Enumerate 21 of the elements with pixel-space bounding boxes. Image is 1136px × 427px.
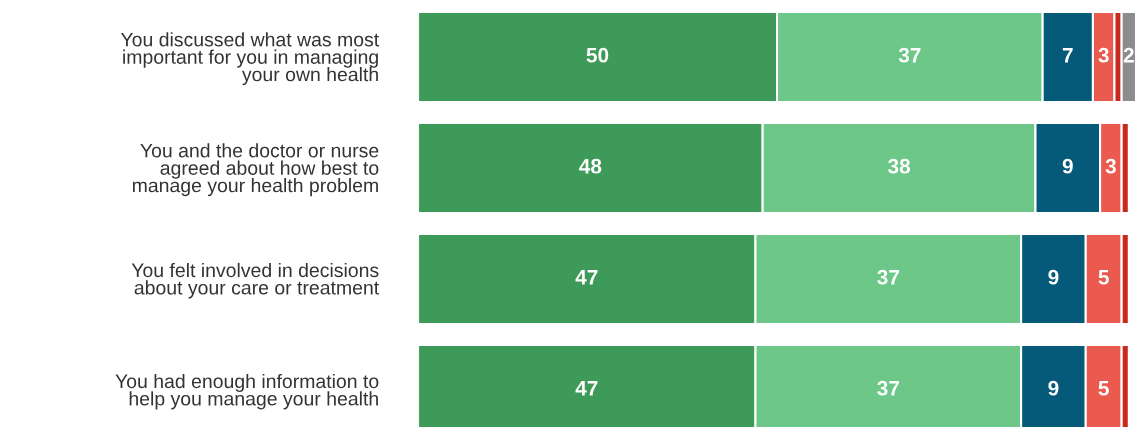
data-label: 9 bbox=[1048, 269, 1059, 285]
data-label: 37 bbox=[877, 269, 899, 285]
data-label: 47 bbox=[575, 381, 598, 396]
data-label: 3 bbox=[1105, 158, 1116, 174]
data-label: 50 bbox=[586, 47, 609, 63]
data-label: 2 bbox=[1123, 47, 1134, 63]
y-tick-label: You felt involved in decisions about your care or treatment bbox=[131, 262, 380, 299]
data-label: 37 bbox=[877, 380, 899, 396]
data-label: 38 bbox=[887, 158, 911, 174]
y-tick-label: You had enough information to help you manage your health bbox=[115, 373, 379, 410]
data-label: 7 bbox=[1062, 48, 1073, 63]
data-label: 9 bbox=[1062, 158, 1073, 174]
data-label: 37 bbox=[898, 47, 921, 63]
data-label: 9 bbox=[1048, 380, 1059, 396]
y-tick-label: You discussed what was most important for you in managing your own health bbox=[120, 32, 380, 86]
data-label: 5 bbox=[1098, 270, 1109, 285]
data-label: 47 bbox=[575, 270, 598, 285]
data-label: 48 bbox=[579, 158, 602, 174]
y-tick-label: You and the doctor or nurse agreed about how best to manage your health problem bbox=[132, 143, 379, 197]
data-label: 5 bbox=[1098, 381, 1109, 396]
data-label: 3 bbox=[1098, 47, 1109, 63]
